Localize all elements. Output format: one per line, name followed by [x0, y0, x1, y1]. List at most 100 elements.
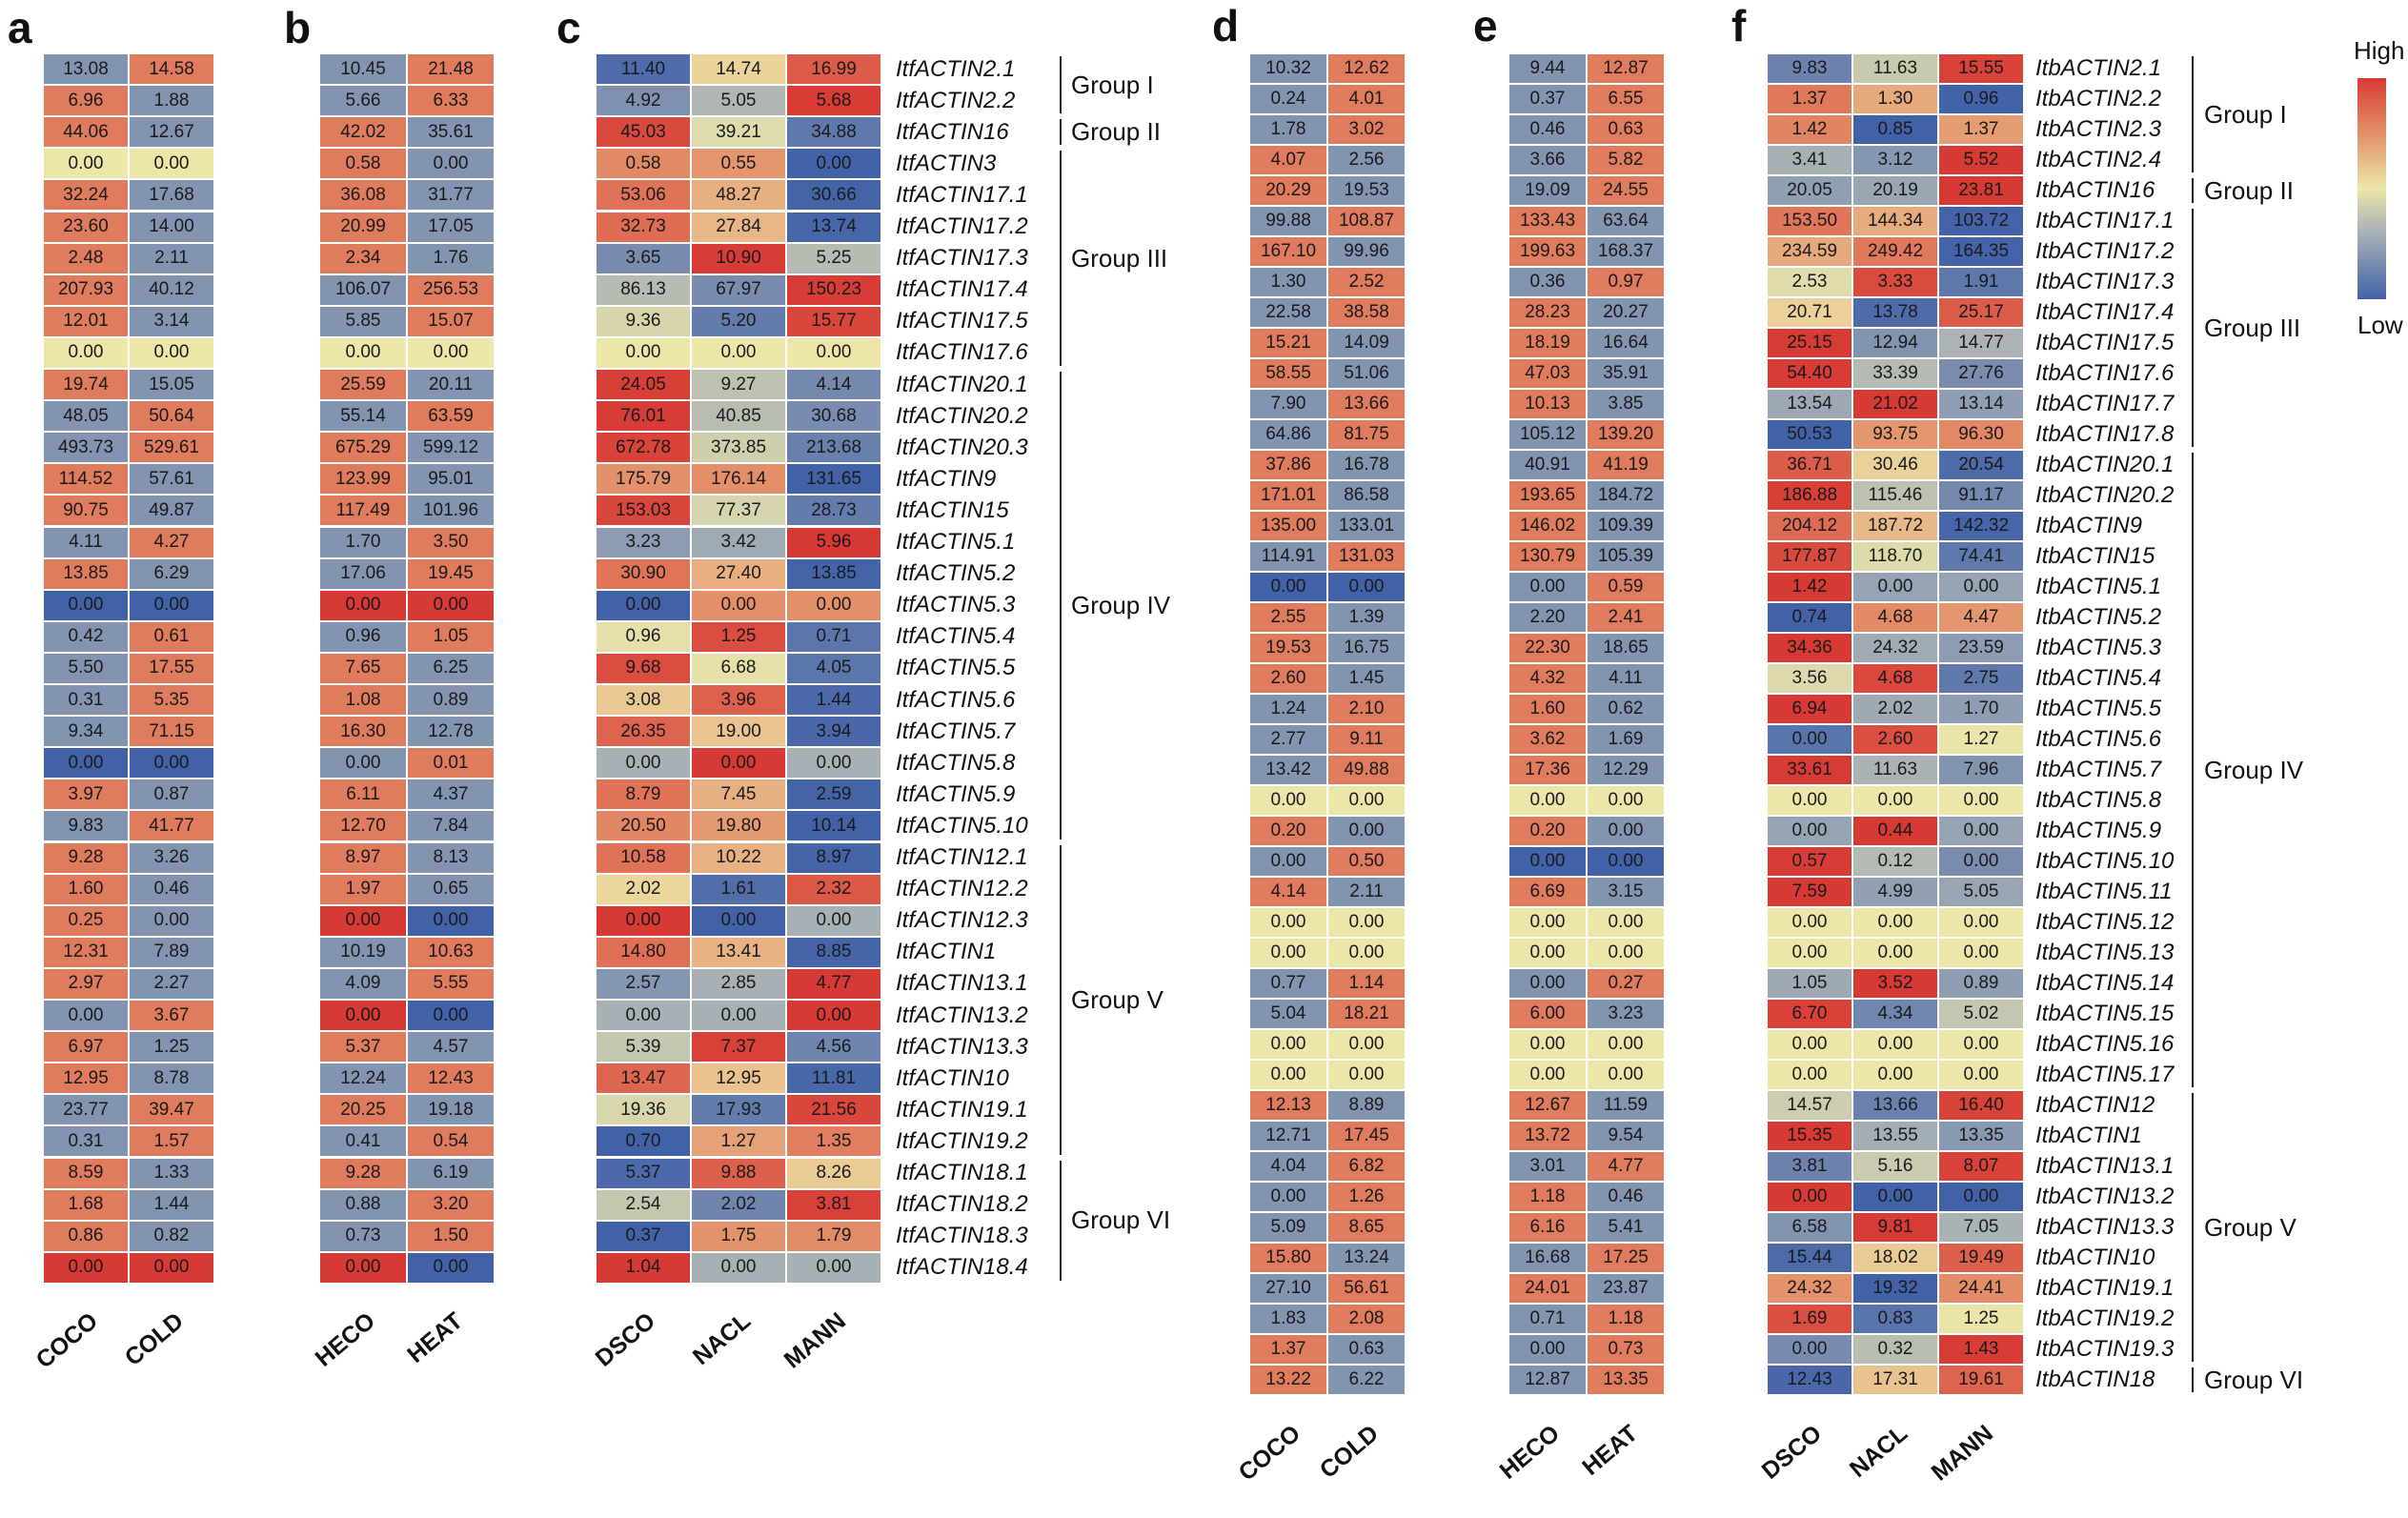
- heatmap-cell: 0.59: [1587, 572, 1665, 602]
- heatmap-cell: 24.32: [1767, 1273, 1852, 1304]
- heatmap-cell: 2.57: [596, 967, 691, 1000]
- heatmap-cell: 9.83: [1767, 53, 1852, 84]
- heatmap-cell: 0.00: [1767, 1060, 1852, 1090]
- heatmap-cell: 6.11: [319, 779, 407, 811]
- panel-letter-f: f: [1731, 1, 1747, 51]
- heatmap-cell: 30.46: [1852, 450, 1938, 480]
- group-label: Group IV: [2204, 755, 2304, 784]
- heatmap-cell: 17.25: [1587, 1243, 1665, 1273]
- group-bracket: [2192, 1367, 2194, 1392]
- heatmap-cell: 1.33: [129, 1157, 214, 1189]
- heatmap-cell: 77.37: [691, 495, 786, 527]
- heatmap-cell: 13.85: [786, 557, 881, 590]
- heatmap-cell: 16.30: [319, 716, 407, 748]
- heatmap-cell: 135.00: [1249, 511, 1327, 541]
- heatmap-cell: 1.25: [1938, 1304, 2024, 1334]
- heatmap-cell: 0.46: [1587, 1182, 1665, 1212]
- heatmap-cell: 0.96: [596, 620, 691, 653]
- heatmap-cell: 0.00: [1852, 572, 1938, 602]
- heatmap-cell: 0.00: [1767, 907, 1852, 938]
- heatmap-cell: 16.64: [1587, 328, 1665, 358]
- heatmap-cell: 17.93: [691, 1094, 786, 1126]
- heatmap-cell: 0.00: [596, 904, 691, 937]
- heatmap-cell: 3.26: [129, 841, 214, 874]
- heatmap-cell: 675.29: [319, 432, 407, 464]
- heatmap-cell: 18.65: [1587, 633, 1665, 663]
- heatmap-cell: 0.00: [407, 1251, 495, 1284]
- gene-label: ItbACTIN19.1: [2035, 1275, 2175, 1301]
- heatmap-cell: 21.02: [1852, 389, 1938, 419]
- heatmap-cell: 0.00: [1938, 907, 2024, 938]
- heatmap-cell: 187.72: [1852, 511, 1938, 541]
- heatmap-cell: 2.77: [1249, 724, 1327, 755]
- group-label: Group V: [2204, 1212, 2297, 1242]
- heatmap-cell: 106.07: [319, 273, 407, 306]
- heatmap-cell: 6.33: [407, 85, 495, 117]
- gene-label: ItbACTIN20.2: [2035, 482, 2175, 508]
- gene-label: ItfACTIN5.7: [896, 718, 1016, 744]
- heatmap-cell: 146.02: [1508, 511, 1587, 541]
- heatmap-cell: 3.20: [407, 1188, 495, 1221]
- heatmap-cell: 2.75: [1938, 663, 2024, 694]
- gene-label: ItbACTIN5.4: [2035, 665, 2162, 691]
- heatmap-cell: 3.15: [1587, 877, 1665, 907]
- heatmap-cell: 0.00: [319, 1251, 407, 1284]
- heatmap-cell: 0.01: [407, 747, 495, 779]
- heatmap-cell: 34.36: [1767, 633, 1852, 663]
- heatmap-cell: 2.85: [691, 967, 786, 1000]
- group-label: Group II: [2204, 175, 2294, 205]
- heatmap-cell: 18.02: [1852, 1243, 1938, 1273]
- heatmap-cell: 1.43: [1938, 1334, 2024, 1365]
- heatmap-cell: 3.67: [129, 1000, 214, 1032]
- heatmap-cell: 13.22: [1249, 1365, 1327, 1395]
- heatmap-cell: 13.74: [786, 211, 881, 243]
- heatmap-cell: 6.25: [407, 652, 495, 684]
- heatmap-cell: 5.20: [691, 305, 786, 337]
- heatmap-cell: 0.00: [1508, 968, 1587, 999]
- heatmap-cell: 3.01: [1508, 1151, 1587, 1182]
- heatmap-cell: 103.72: [1938, 206, 2024, 236]
- heatmap-cell: 14.58: [129, 53, 214, 86]
- group-label: Group III: [1071, 243, 1168, 273]
- heatmap-cell: 27.40: [691, 557, 786, 590]
- gene-label: ItfACTIN18.3: [896, 1223, 1028, 1249]
- heatmap-cell: 1.42: [1767, 114, 1852, 145]
- heatmap-cell: 3.12: [1852, 145, 1938, 175]
- gene-label: ItbACTIN17.6: [2035, 360, 2175, 386]
- heatmap-cell: 2.32: [786, 873, 881, 905]
- heatmap-cell: 0.00: [43, 589, 129, 621]
- gene-label: ItfACTIN17.6: [896, 339, 1028, 366]
- heatmap-cell: 8.65: [1327, 1212, 1406, 1243]
- heatmap-cell: 3.33: [1852, 267, 1938, 297]
- heatmap-cell: 1.24: [1249, 694, 1327, 724]
- heatmap-cell: 3.62: [1508, 724, 1587, 755]
- heatmap-cell: 40.12: [129, 273, 214, 306]
- gene-label: ItbACTIN5.9: [2035, 818, 2162, 843]
- heatmap-cell: 27.76: [1938, 358, 2024, 389]
- heatmap-cell: 0.00: [1852, 1060, 1938, 1090]
- heatmap-cell: 19.49: [1938, 1243, 2024, 1273]
- heatmap-cell: 2.52: [1327, 267, 1406, 297]
- heatmap-cell: 33.61: [1767, 755, 1852, 785]
- heatmap-cell: 48.27: [691, 179, 786, 212]
- heatmap-cell: 23.60: [43, 211, 129, 243]
- heatmap-cell: 0.42: [43, 620, 129, 653]
- heatmap-cell: 0.00: [1508, 1029, 1587, 1060]
- heatmap-cell: 0.00: [1852, 785, 1938, 816]
- heatmap-cell: 0.70: [596, 1125, 691, 1158]
- gene-label: ItbACTIN5.15: [2035, 1001, 2175, 1026]
- heatmap-cell: 1.83: [1249, 1304, 1327, 1334]
- gene-label: ItbACTIN1: [2035, 1123, 2143, 1148]
- heatmap-cell: 0.00: [43, 148, 129, 180]
- heatmap-cell: 0.27: [1587, 968, 1665, 999]
- heatmap-cell: 15.80: [1249, 1243, 1327, 1273]
- heatmap-cell: 86.58: [1327, 480, 1406, 511]
- heatmap-cell: 4.68: [1852, 602, 1938, 633]
- heatmap-cell: 7.65: [319, 652, 407, 684]
- heatmap-cell: 23.81: [1938, 175, 2024, 206]
- heatmap-cell: 171.01: [1249, 480, 1327, 511]
- heatmap-cell: 6.96: [43, 85, 129, 117]
- heatmap-cell: 0.00: [1767, 1334, 1852, 1365]
- heatmap-cell: 1.97: [319, 873, 407, 905]
- group-bracket: [2192, 178, 2194, 203]
